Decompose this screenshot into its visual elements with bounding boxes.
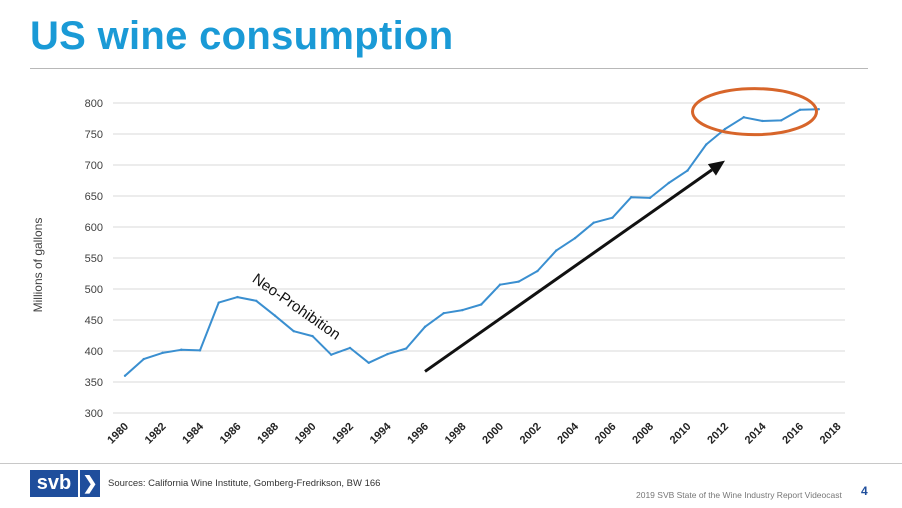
title-divider — [30, 68, 868, 69]
data-point — [180, 348, 183, 351]
x-tick-label: 1994 — [368, 420, 394, 446]
data-point — [498, 283, 502, 286]
data-point — [667, 181, 670, 185]
data-point — [536, 269, 539, 273]
data-point — [517, 280, 520, 283]
page-title: US wine consumption — [30, 14, 454, 58]
data-point — [780, 119, 783, 122]
data-point — [817, 108, 820, 111]
x-tick-label: 1980 — [105, 421, 131, 447]
y-tick-label: 650 — [85, 191, 103, 203]
data-point — [311, 334, 314, 338]
data-point — [367, 361, 370, 364]
data-point — [592, 221, 595, 224]
data-point — [348, 346, 352, 350]
data-point — [123, 374, 127, 377]
x-tick-label: 2018 — [818, 421, 844, 447]
highlight-ellipse — [691, 87, 818, 137]
x-tick-label: 2002 — [518, 421, 544, 447]
x-tick-label: 1988 — [255, 421, 281, 447]
y-tick-label: 400 — [85, 346, 103, 358]
y-tick-label: 450 — [85, 315, 103, 327]
trend-arrow-head — [707, 160, 725, 176]
data-point — [705, 143, 708, 146]
y-tick-label: 600 — [85, 222, 103, 234]
x-tick-label: 2010 — [668, 421, 694, 447]
data-point — [161, 351, 164, 355]
y-tick-label: 750 — [85, 129, 103, 141]
x-tick-label: 2008 — [630, 421, 656, 447]
page-number: 4 — [861, 484, 868, 498]
data-point — [255, 299, 258, 302]
data-point — [217, 301, 220, 304]
data-point — [198, 349, 202, 352]
x-tick-label: 2012 — [705, 421, 731, 447]
x-tick-label: 1992 — [330, 421, 356, 447]
x-tick-label: 1996 — [405, 421, 431, 447]
x-tick-label: 1984 — [180, 420, 206, 446]
data-point — [648, 196, 652, 200]
y-tick-label: 800 — [85, 98, 103, 110]
data-point — [273, 314, 277, 317]
data-point — [142, 357, 145, 361]
data-point — [742, 116, 745, 119]
x-tick-label: 1990 — [293, 421, 319, 447]
data-point — [330, 353, 333, 356]
data-point — [798, 108, 802, 112]
data-point — [236, 295, 239, 299]
data-point — [611, 216, 614, 219]
data-point — [686, 169, 689, 172]
y-tick-label: 350 — [85, 377, 103, 389]
chevron-right-icon: ❯ — [80, 470, 100, 497]
x-tick-label: 2006 — [593, 421, 619, 447]
x-tick-label: 2016 — [780, 421, 806, 447]
x-tick-label: 1998 — [443, 421, 469, 447]
x-tick-label: 2014 — [743, 420, 769, 446]
sources-note: Sources: California Wine Institute, Gomb… — [108, 478, 381, 489]
y-tick-label: 500 — [85, 284, 103, 296]
y-tick-label: 700 — [85, 160, 103, 172]
x-tick-label: 1986 — [218, 421, 244, 447]
y-axis-label: Millions of gallons — [31, 218, 45, 313]
logo-text: svb — [30, 470, 78, 497]
data-point — [573, 236, 577, 240]
y-tick-label: 300 — [85, 408, 103, 420]
x-tick-label: 1982 — [143, 421, 169, 447]
data-point — [630, 196, 633, 199]
y-tick-label: 550 — [85, 253, 103, 265]
data-point — [405, 347, 408, 350]
x-tick-label: 2000 — [480, 421, 506, 447]
svb-logo: svb ❯ — [30, 470, 100, 497]
data-point — [480, 303, 483, 306]
footer-divider — [0, 463, 902, 464]
series-line — [124, 108, 819, 377]
report-name: 2019 SVB State of the Wine Industry Repo… — [636, 490, 842, 500]
data-point — [292, 329, 295, 333]
trend-arrow-line — [424, 168, 713, 373]
data-point — [461, 308, 464, 312]
x-tick-label: 2004 — [555, 420, 581, 446]
data-point — [386, 352, 389, 356]
data-point — [761, 119, 764, 123]
data-point — [423, 325, 427, 329]
data-point — [723, 127, 727, 131]
data-point — [442, 311, 445, 315]
line-chart: 300 350 400 450 500 550 600 650 700 750 800 Million… — [31, 87, 845, 447]
data-point — [555, 249, 558, 252]
